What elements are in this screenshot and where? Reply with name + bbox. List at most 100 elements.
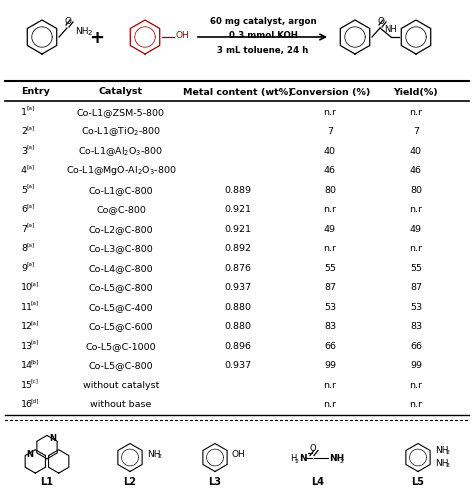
Text: NH: NH — [384, 26, 397, 35]
Text: Co-L5@C-800: Co-L5@C-800 — [89, 283, 153, 292]
Text: 46: 46 — [324, 166, 336, 175]
Text: n.r: n.r — [323, 380, 337, 389]
Text: 87: 87 — [324, 283, 336, 292]
Text: 49: 49 — [324, 224, 336, 233]
Polygon shape — [401, 21, 431, 55]
Text: 16: 16 — [21, 399, 33, 408]
Text: [a]: [a] — [27, 183, 35, 188]
Text: L5: L5 — [411, 476, 425, 486]
Text: 83: 83 — [324, 322, 336, 331]
Text: 87: 87 — [410, 283, 422, 292]
Text: [b]: [b] — [31, 359, 39, 364]
Text: without base: without base — [91, 399, 152, 408]
Text: 7: 7 — [327, 127, 333, 136]
Text: 46: 46 — [410, 166, 422, 175]
Text: 40: 40 — [410, 146, 422, 155]
Text: n.r: n.r — [323, 108, 337, 117]
Polygon shape — [37, 435, 57, 459]
Text: 99: 99 — [324, 361, 336, 370]
Text: 0.921: 0.921 — [225, 205, 252, 214]
Text: O: O — [64, 18, 72, 27]
Text: [a]: [a] — [27, 203, 35, 208]
Text: 2: 2 — [21, 127, 27, 136]
Text: OH: OH — [176, 32, 190, 41]
Text: 0.880: 0.880 — [225, 322, 252, 331]
Text: [a]: [a] — [27, 106, 35, 111]
Text: n.r: n.r — [323, 244, 337, 253]
Text: 2: 2 — [446, 449, 450, 454]
Text: Co-L5@C-400: Co-L5@C-400 — [89, 302, 153, 311]
Text: [a]: [a] — [31, 339, 39, 344]
Text: 4: 4 — [21, 166, 27, 175]
Text: n.r: n.r — [410, 205, 422, 214]
Text: L1: L1 — [40, 476, 54, 486]
Text: 99: 99 — [410, 361, 422, 370]
Text: Entry: Entry — [21, 87, 50, 96]
Text: O: O — [310, 443, 316, 452]
Text: [a]: [a] — [31, 281, 39, 286]
Text: Catalyst: Catalyst — [99, 87, 143, 96]
Text: 10: 10 — [21, 283, 33, 292]
Text: H: H — [290, 453, 296, 462]
Text: 0.889: 0.889 — [225, 185, 252, 194]
Text: [d]: [d] — [31, 397, 39, 402]
Polygon shape — [340, 21, 370, 55]
Text: 55: 55 — [410, 263, 422, 272]
Text: 0.3 mmol KOH: 0.3 mmol KOH — [228, 32, 298, 41]
Text: 49: 49 — [410, 224, 422, 233]
Text: 2: 2 — [295, 458, 299, 463]
Text: 0.937: 0.937 — [224, 283, 252, 292]
Text: n.r: n.r — [323, 399, 337, 408]
Text: NH: NH — [329, 453, 344, 462]
Text: 0.880: 0.880 — [225, 302, 252, 311]
Text: +: + — [90, 29, 104, 47]
Text: Co-L5@C-800: Co-L5@C-800 — [89, 361, 153, 370]
Text: 40: 40 — [324, 146, 336, 155]
Text: [a]: [a] — [31, 320, 39, 325]
Text: Metal content (wt%): Metal content (wt%) — [183, 87, 293, 96]
Text: [a]: [a] — [27, 261, 35, 266]
Text: 11: 11 — [21, 302, 33, 311]
Text: L4: L4 — [311, 476, 325, 486]
Text: [a]: [a] — [27, 222, 35, 227]
Polygon shape — [118, 443, 142, 471]
Text: Co-L2@C-800: Co-L2@C-800 — [89, 224, 153, 233]
Text: 1: 1 — [21, 108, 27, 117]
Text: 2: 2 — [88, 30, 92, 36]
Text: 53: 53 — [324, 302, 336, 311]
Text: 6: 6 — [21, 205, 27, 214]
Polygon shape — [27, 21, 57, 55]
Text: O: O — [377, 18, 384, 27]
Text: 2: 2 — [446, 462, 450, 467]
Text: 60 mg catalyst, argon: 60 mg catalyst, argon — [210, 18, 316, 27]
Text: n.r: n.r — [410, 108, 422, 117]
Text: without catalyst: without catalyst — [83, 380, 159, 389]
Text: [a]: [a] — [27, 242, 35, 246]
Text: 9: 9 — [21, 263, 27, 272]
Polygon shape — [406, 443, 430, 471]
Text: N: N — [26, 449, 33, 458]
Text: n.r: n.r — [323, 205, 337, 214]
Text: Co@C-800: Co@C-800 — [96, 205, 146, 214]
Text: 13: 13 — [21, 341, 33, 350]
Text: Co-L1@MgO-Al$_2$O$_3$-800: Co-L1@MgO-Al$_2$O$_3$-800 — [66, 164, 176, 177]
Text: 2: 2 — [158, 453, 162, 458]
Text: Conversion (%): Conversion (%) — [289, 87, 371, 96]
Text: 3: 3 — [21, 146, 27, 155]
Text: [a]: [a] — [31, 300, 39, 305]
Polygon shape — [203, 443, 227, 471]
Text: NH: NH — [75, 27, 89, 36]
Text: Co-L3@C-800: Co-L3@C-800 — [89, 244, 154, 253]
Text: n.r: n.r — [410, 380, 422, 389]
Polygon shape — [25, 450, 46, 473]
Text: OH: OH — [232, 449, 246, 458]
Text: 0.892: 0.892 — [225, 244, 252, 253]
Text: Co-L1@C-800: Co-L1@C-800 — [89, 185, 153, 194]
Text: 80: 80 — [410, 185, 422, 194]
Text: 0.876: 0.876 — [225, 263, 252, 272]
Text: Yield(%): Yield(%) — [393, 87, 438, 96]
Text: 66: 66 — [410, 341, 422, 350]
Text: 66: 66 — [324, 341, 336, 350]
Text: NH: NH — [435, 458, 448, 467]
Text: [a]: [a] — [27, 144, 35, 149]
